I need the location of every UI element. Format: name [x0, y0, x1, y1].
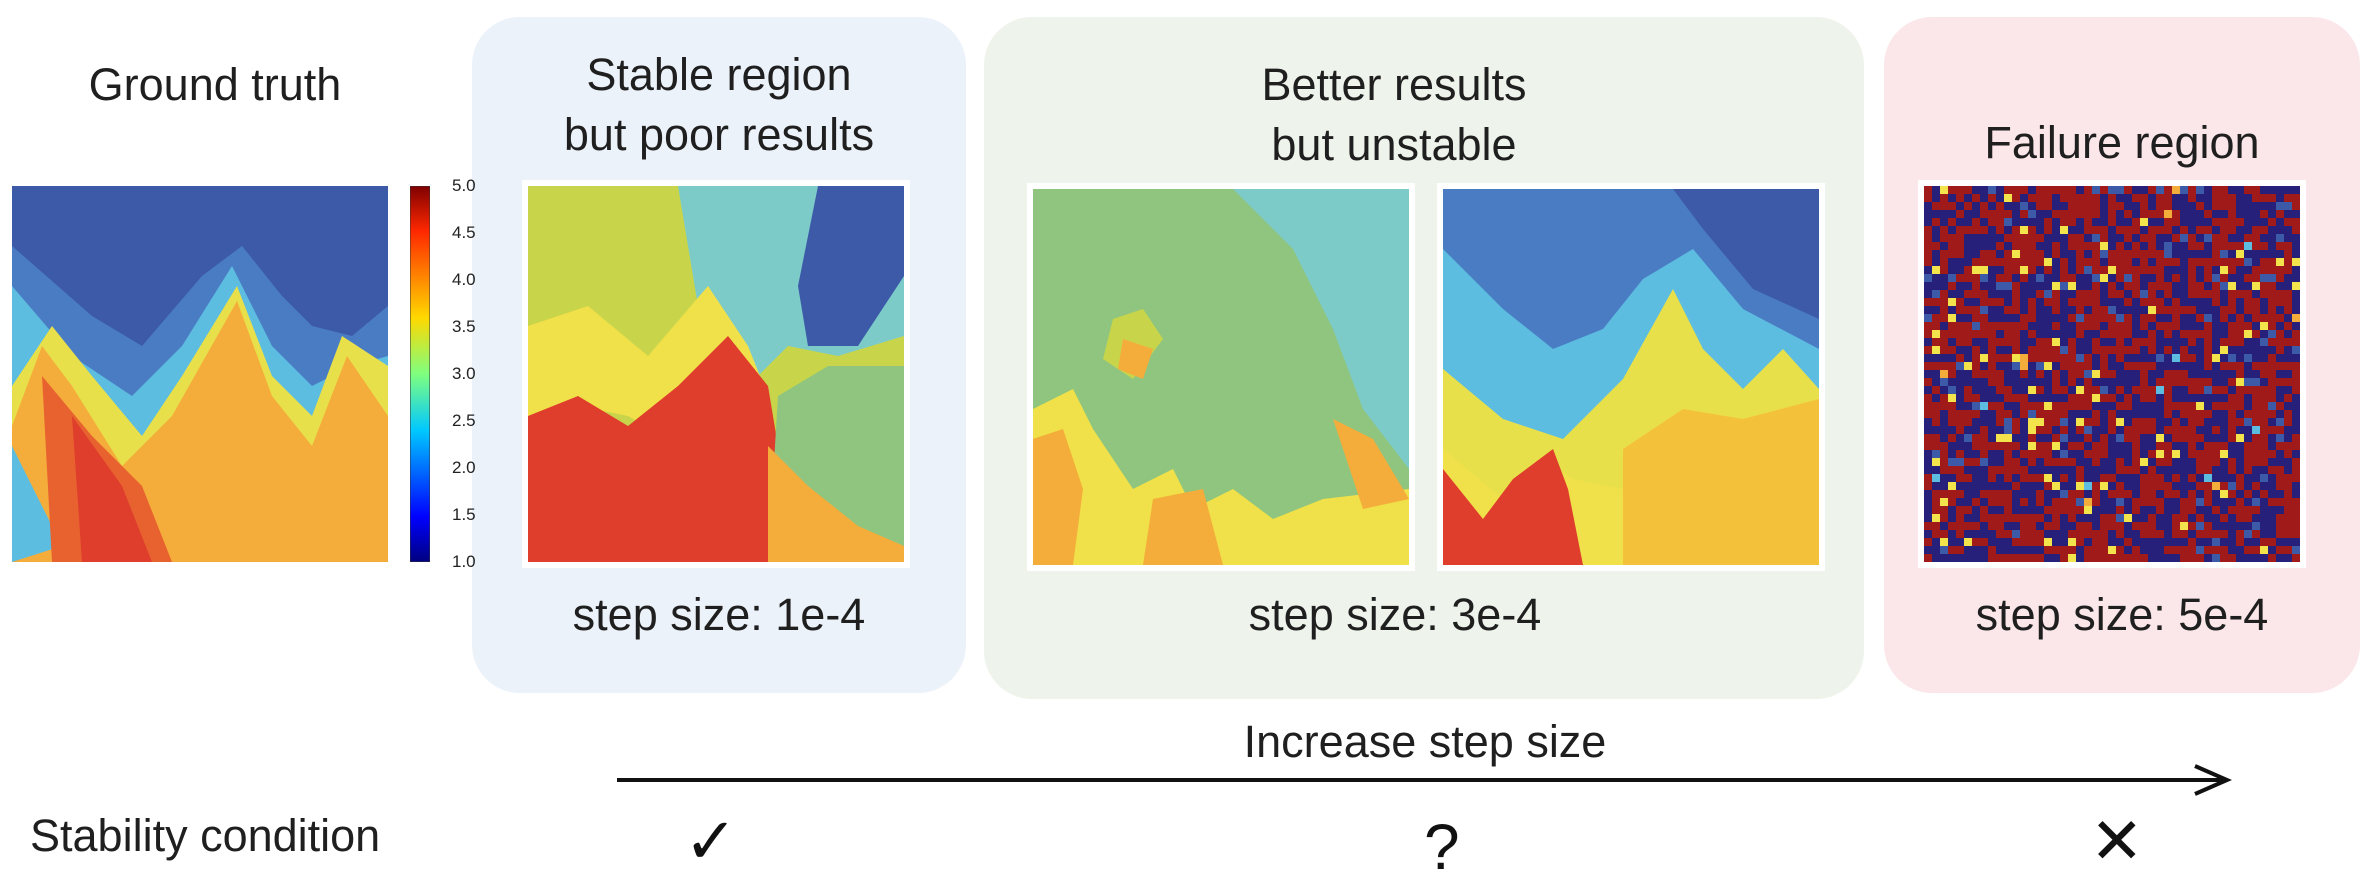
panel-failure-image-frame	[1918, 180, 2306, 568]
panel-failure-title: Failure region	[1984, 117, 2260, 168]
panel-unstable-title-line1: Better results	[1261, 59, 1527, 110]
colorbar-tick-label: 1.0	[452, 552, 476, 571]
ground-truth-title: Ground truth	[88, 59, 342, 110]
colorbar-tick-label: 2.5	[452, 411, 476, 430]
panel-unstable-image-b-frame	[1437, 183, 1825, 571]
colorbar-tick-label: 5.0	[452, 176, 476, 195]
colorbar-tick-label: 3.5	[452, 317, 476, 336]
increase-arrow	[617, 764, 2232, 796]
panel-unstable-image-b	[1443, 189, 1819, 565]
panel-failure-caption: step size: 5e-4	[1975, 589, 2269, 640]
panel-stable-title-line2: but poor results	[563, 109, 875, 160]
panel-failure-image	[1924, 186, 2300, 562]
colorbar-tick-label: 2.0	[452, 458, 476, 477]
panel-stable-title-line1: Stable region	[586, 49, 852, 100]
checkmark-icon: ✓	[684, 805, 738, 877]
panel-unstable-image-a	[1033, 189, 1409, 565]
axis-label: Increase step size	[1243, 716, 1607, 767]
panel-stable-image	[528, 186, 904, 562]
question-mark-icon: ?	[1424, 811, 1460, 883]
panel-unstable-title-line2: but unstable	[1271, 119, 1517, 170]
cross-icon: ✕	[2090, 805, 2144, 877]
stability-label: Stability condition	[30, 810, 381, 861]
colorbar-tick-label: 3.0	[452, 364, 476, 383]
panel-unstable-image-a-frame	[1027, 183, 1415, 571]
colorbar-tick-label: 4.0	[452, 270, 476, 289]
colorbar-tick-label: 4.5	[452, 223, 476, 242]
colorbar-tick-label: 1.5	[452, 505, 476, 524]
panel-stable-caption: step size: 1e-4	[572, 589, 866, 640]
ground-truth-image	[12, 186, 388, 562]
panel-stable-image-frame	[522, 180, 910, 568]
panel-unstable-caption: step size: 3e-4	[1248, 589, 1542, 640]
colorbar	[410, 186, 430, 562]
